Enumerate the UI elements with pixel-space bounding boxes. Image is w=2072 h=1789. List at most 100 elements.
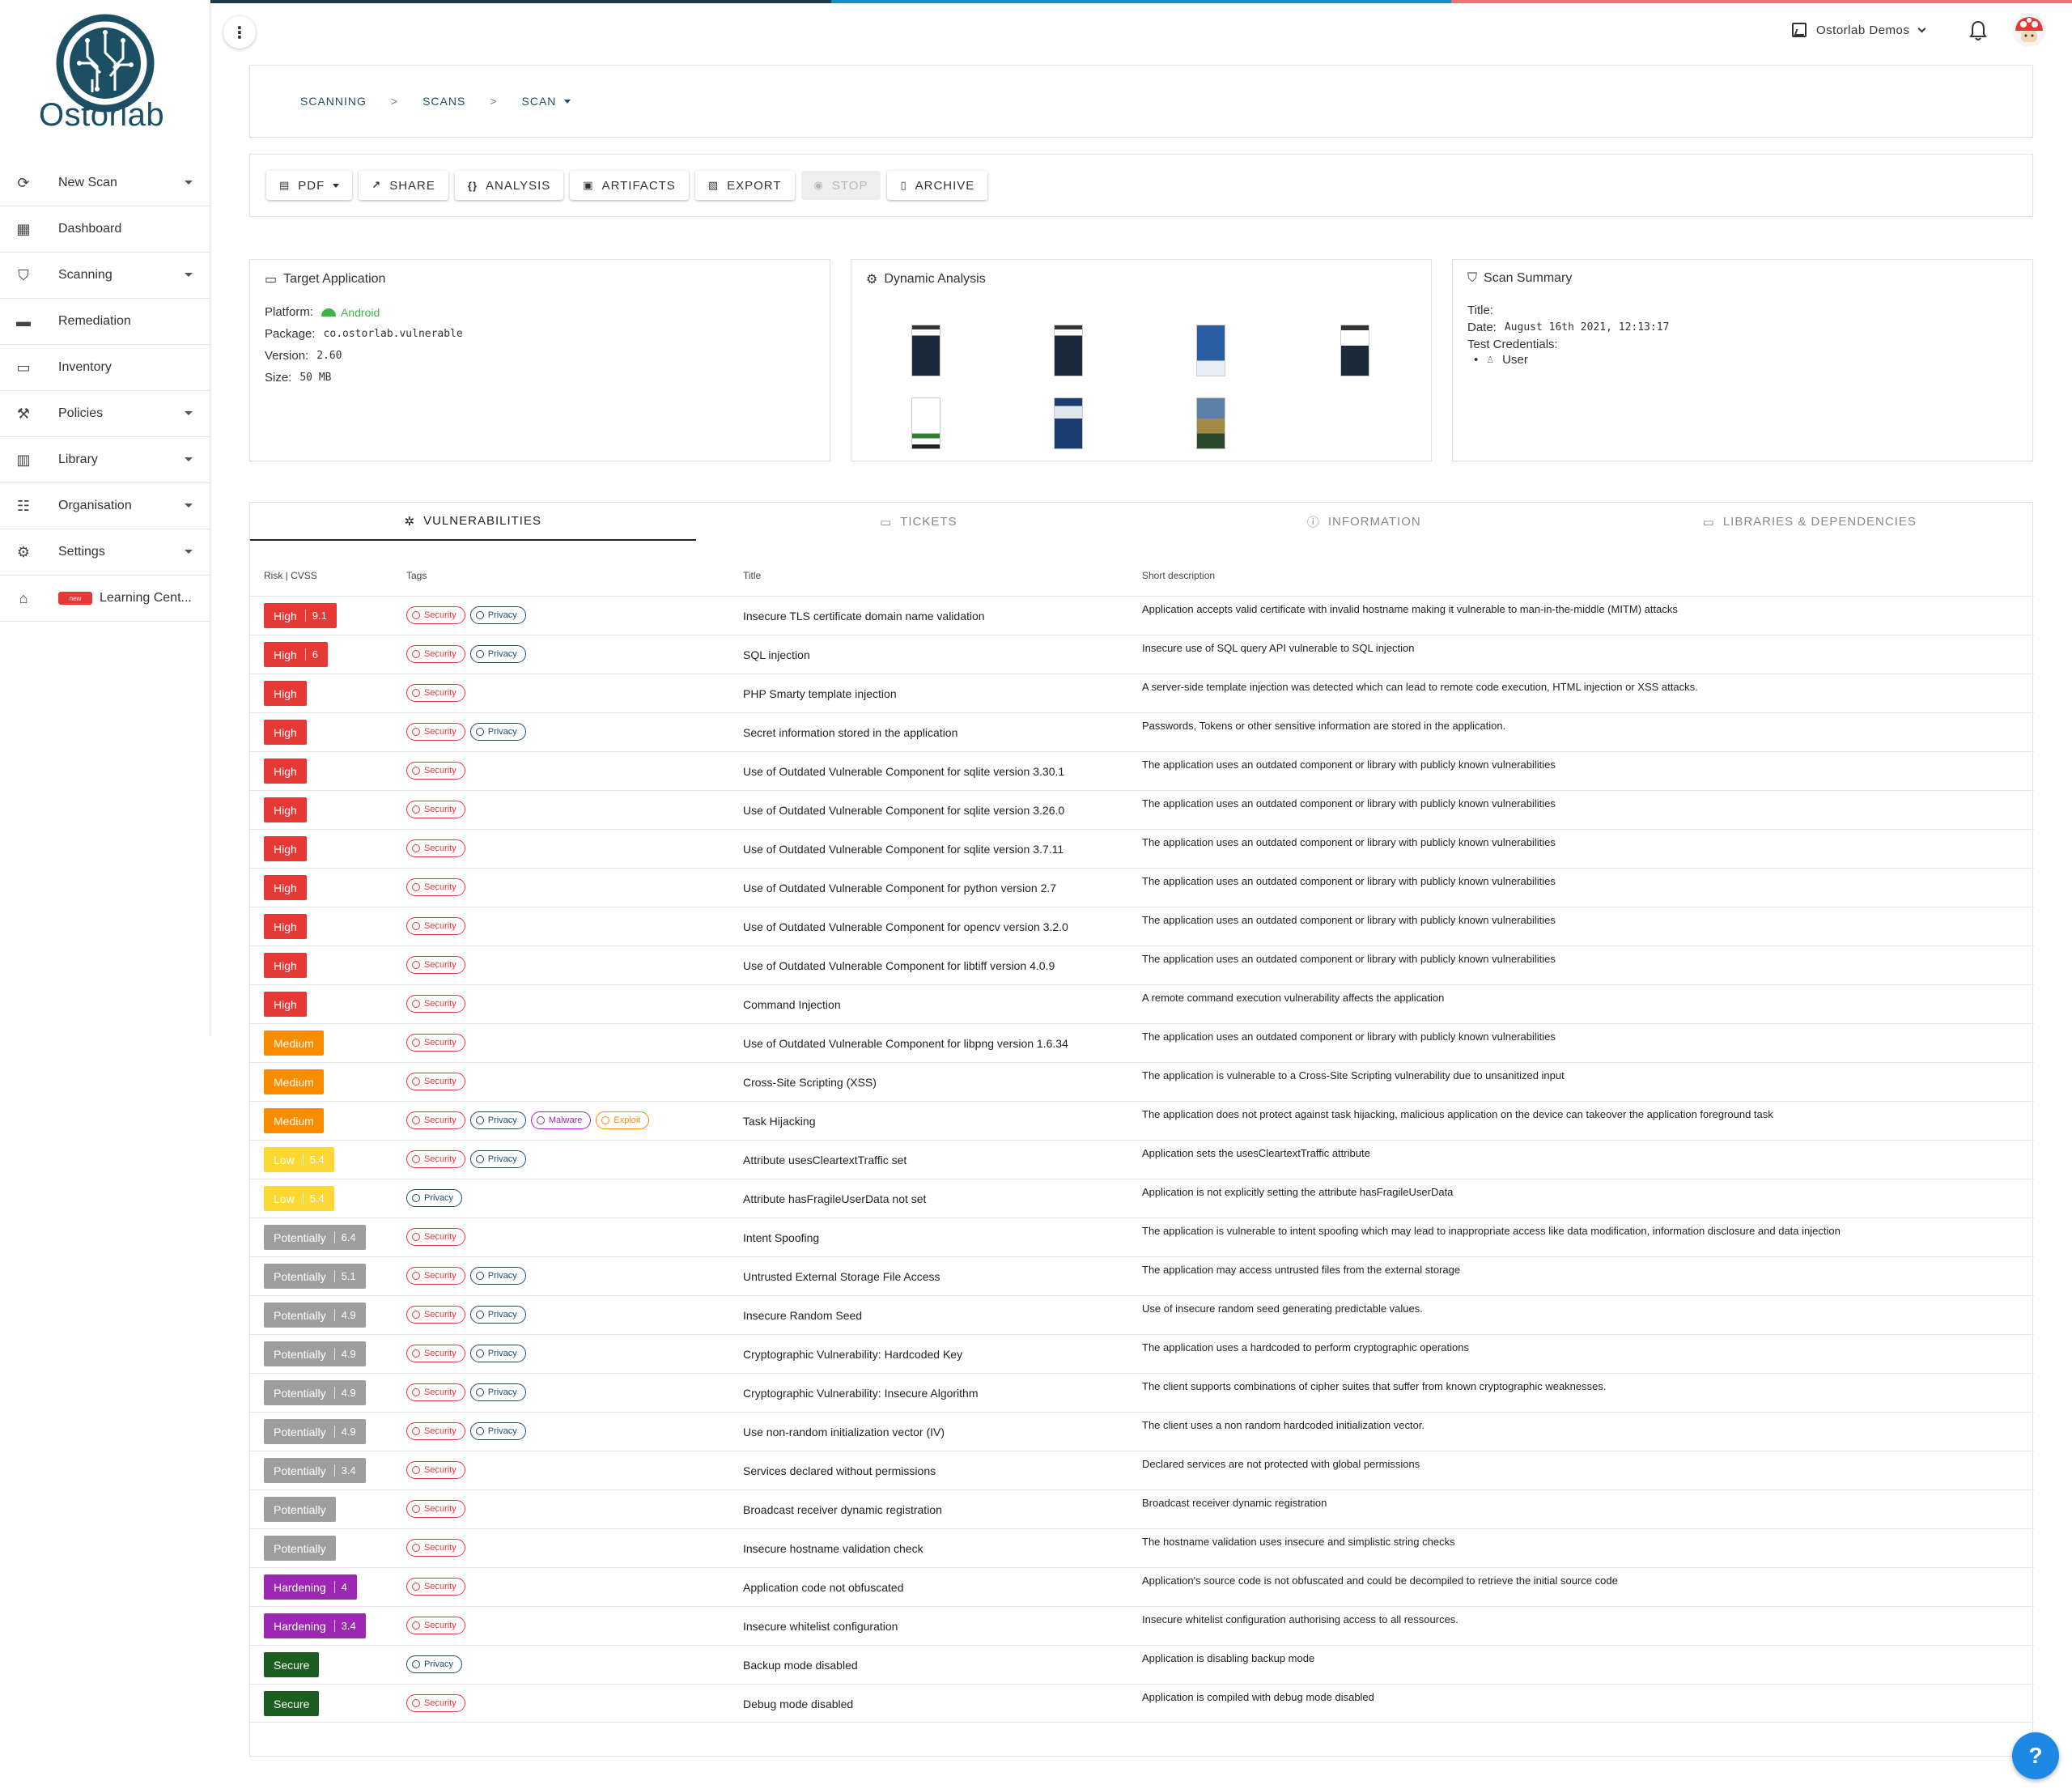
table-row[interactable]: Potentially Security Broadcast receiver dy…	[250, 1489, 2034, 1528]
header-title[interactable]: Title	[743, 570, 762, 581]
vulnerability-title[interactable]: Broadcast receiver dynamic registration	[743, 1503, 942, 1516]
table-row[interactable]: Medium Security Cross-Site Scripting (XSS)…	[250, 1062, 2034, 1101]
menu-toggle-button[interactable]: ⋮	[223, 16, 256, 49]
vulnerability-title[interactable]: Services declared without permissions	[743, 1464, 936, 1477]
archive-button[interactable]: ▯ ARCHIVE	[887, 171, 988, 200]
vulnerability-title[interactable]: Task Hijacking	[743, 1115, 816, 1128]
vulnerability-title[interactable]: PHP Smarty template injection	[743, 687, 897, 700]
export-button[interactable]: ▧ EXPORT	[694, 171, 795, 200]
vulnerability-title[interactable]: Untrusted External Storage File Access	[743, 1270, 940, 1283]
vulnerability-title[interactable]: Attribute usesCleartextTraffic set	[743, 1154, 907, 1166]
table-row[interactable]: High Security Use of Outdated Vulnerable C…	[250, 945, 2034, 984]
vulnerability-title[interactable]: Intent Spoofing	[743, 1231, 820, 1244]
vulnerability-title[interactable]: Command Injection	[743, 998, 841, 1011]
table-row[interactable]: High Security Use of Outdated Vulnerable C…	[250, 751, 2034, 790]
vulnerability-title[interactable]: Attribute hasFragileUserData not set	[743, 1192, 927, 1205]
ostorlab-logo-icon[interactable]	[39, 8, 176, 138]
table-row[interactable]: Hardening 4 Security Application code not o…	[250, 1567, 2034, 1606]
vulnerability-title[interactable]: Use of Outdated Vulnerable Component for…	[743, 882, 1057, 894]
vulnerability-title[interactable]: Use of Outdated Vulnerable Component for…	[743, 804, 1065, 817]
notifications-bell-icon[interactable]	[1968, 19, 1988, 42]
tag-label: Security	[424, 1310, 456, 1319]
pdf-button[interactable]: ▤ PDF	[266, 171, 353, 200]
table-row[interactable]: Potentially 4.9 Security Privacy Insecure Ra…	[250, 1295, 2034, 1334]
vulnerability-title[interactable]: Backup mode disabled	[743, 1659, 858, 1672]
table-row[interactable]: High Security Command Injection A remote co…	[250, 984, 2034, 1023]
screenshot-thumbnail[interactable]	[1196, 397, 1225, 449]
table-row[interactable]: Potentially 4.9 Security Privacy Cryptograph…	[250, 1334, 2034, 1373]
vulnerability-title[interactable]: Cross-Site Scripting (XSS)	[743, 1076, 877, 1089]
organisation-selector[interactable]: Ostorlab Demos	[1792, 19, 1926, 40]
screenshot-thumbnail[interactable]	[1340, 325, 1369, 376]
sidebar-item-dashboard[interactable]: ▦ Dashboard	[0, 206, 210, 253]
analysis-button[interactable]: {} ANALYSIS	[454, 171, 564, 200]
sidebar-item-library[interactable]: ▥ Library	[0, 437, 210, 483]
user-avatar[interactable]	[2012, 13, 2046, 47]
breadcrumb-scans[interactable]: SCANS	[422, 95, 466, 108]
table-row[interactable]: High Security Use of Outdated Vulnerable C…	[250, 790, 2034, 829]
tab-tickets[interactable]: ▭ TICKETS	[696, 503, 1142, 541]
tab-information[interactable]: ⓘ INFORMATION	[1141, 503, 1587, 541]
vulnerability-title[interactable]: Use of Outdated Vulnerable Component for…	[743, 920, 1068, 933]
sidebar-item-scanning[interactable]: ⛉ Scanning	[0, 253, 210, 299]
table-row[interactable]: High 6 Security Privacy SQL injection Insecur…	[250, 635, 2034, 674]
table-row[interactable]: High Security Use of Outdated Vulnerable C…	[250, 868, 2034, 907]
sidebar-item-organisation[interactable]: ☷ Organisation	[0, 483, 210, 529]
sidebar-item-policies[interactable]: ⚒ Policies	[0, 391, 210, 437]
screenshot-thumbnail[interactable]	[1054, 397, 1083, 449]
header-risk[interactable]: Risk | CVSS	[264, 570, 317, 581]
sidebar-item-settings[interactable]: ⚙ Settings	[0, 529, 210, 576]
screenshot-thumbnail[interactable]	[911, 397, 940, 449]
table-row[interactable]: Potentially 4.9 Security Privacy Cryptograph…	[250, 1373, 2034, 1412]
sidebar-item-inventory[interactable]: ▭ Inventory	[0, 345, 210, 391]
table-row[interactable]: High Security Use of Outdated Vulnerable C…	[250, 829, 2034, 868]
share-button[interactable]: ↗ SHARE	[359, 171, 448, 200]
help-button[interactable]: ?	[2012, 1732, 2059, 1779]
tab-libraries-dependencies[interactable]: ▭ LIBRARIES & DEPENDENCIES	[1587, 503, 2033, 541]
vulnerability-title[interactable]: Use of Outdated Vulnerable Component for…	[743, 1037, 1068, 1050]
vulnerability-title[interactable]: Use of Outdated Vulnerable Component for…	[743, 843, 1064, 856]
vulnerability-title[interactable]: Application code not obfuscated	[743, 1581, 904, 1594]
vulnerability-title[interactable]: Cryptographic Vulnerability: Insecure Al…	[743, 1387, 979, 1400]
table-row[interactable]: Potentially Security Insecure hostname val…	[250, 1528, 2034, 1567]
table-row[interactable]: Secure Privacy Backup mode disabled Applica…	[250, 1645, 2034, 1684]
table-row[interactable]: Potentially 3.4 Security Services declared …	[250, 1451, 2034, 1489]
breadcrumb-scan[interactable]: SCAN	[521, 95, 557, 108]
table-row[interactable]: Potentially 6.4 Security Intent Spoofing The…	[250, 1217, 2034, 1256]
table-row[interactable]: High Security Use of Outdated Vulnerable C…	[250, 907, 2034, 945]
table-row[interactable]: High 9.1 Security Privacy Insecure TLS certi…	[250, 596, 2034, 635]
platform-label: Platform:	[265, 305, 314, 319]
screenshot-thumbnail[interactable]	[1054, 325, 1083, 376]
vulnerability-title[interactable]: Insecure Random Seed	[743, 1309, 863, 1322]
risk-badge: High	[264, 759, 307, 784]
table-row[interactable]: Low 5.4 Privacy Attribute hasFragileUserDat…	[250, 1179, 2034, 1217]
table-row[interactable]: Hardening 3.4 Security Insecure whitelist c…	[250, 1606, 2034, 1645]
caret-down-icon[interactable]	[564, 99, 571, 104]
table-row[interactable]: High Security PHP Smarty template injectio…	[250, 674, 2034, 712]
vulnerability-title[interactable]: Insecure whitelist configuration	[743, 1620, 898, 1633]
vulnerability-title[interactable]: SQL injection	[743, 648, 810, 661]
vulnerability-title[interactable]: Use of Outdated Vulnerable Component for…	[743, 765, 1065, 778]
sidebar-item-remediation[interactable]: ▬ Remediation	[0, 299, 210, 345]
sidebar-item-learning-cent[interactable]: ⌂ new Learning Cent...	[0, 576, 210, 622]
table-row[interactable]: Medium Security Use of Outdated Vulnerable…	[250, 1023, 2034, 1062]
vulnerability-title[interactable]: Use non-random initialization vector (IV…	[743, 1426, 945, 1438]
vulnerability-title[interactable]: Insecure TLS certificate domain name val…	[743, 610, 985, 623]
vulnerability-title[interactable]: Cryptographic Vulnerability: Hardcoded K…	[743, 1348, 963, 1361]
table-row[interactable]: Potentially 4.9 Security Privacy Use non-ran…	[250, 1412, 2034, 1451]
table-row[interactable]: Medium Security Privacy Malware Exploit Task …	[250, 1101, 2034, 1140]
vulnerability-title[interactable]: Debug mode disabled	[743, 1698, 854, 1710]
sidebar-item-new-scan[interactable]: ⟳ New Scan	[0, 160, 210, 206]
artifacts-button[interactable]: ▣ ARTIFACTS	[570, 171, 689, 200]
tab-vulnerabilities[interactable]: ✲ VULNERABILITIES	[250, 503, 696, 541]
table-row[interactable]: Potentially 5.1 Security Privacy Untrusted E…	[250, 1256, 2034, 1295]
vulnerability-title[interactable]: Insecure hostname validation check	[743, 1542, 923, 1555]
vulnerability-title[interactable]: Secret information stored in the applica…	[743, 726, 958, 739]
screenshot-thumbnail[interactable]	[1196, 325, 1225, 376]
vulnerability-title[interactable]: Use of Outdated Vulnerable Component for…	[743, 959, 1055, 972]
table-row[interactable]: High Security Privacy Secret information st…	[250, 712, 2034, 751]
screenshot-thumbnail[interactable]	[911, 325, 940, 376]
table-row[interactable]: Low 5.4 Security Privacy Attribute usesClear…	[250, 1140, 2034, 1179]
breadcrumb-scanning[interactable]: SCANNING	[300, 95, 367, 108]
table-row[interactable]: Secure Security Debug mode disabled Applica…	[250, 1684, 2034, 1723]
